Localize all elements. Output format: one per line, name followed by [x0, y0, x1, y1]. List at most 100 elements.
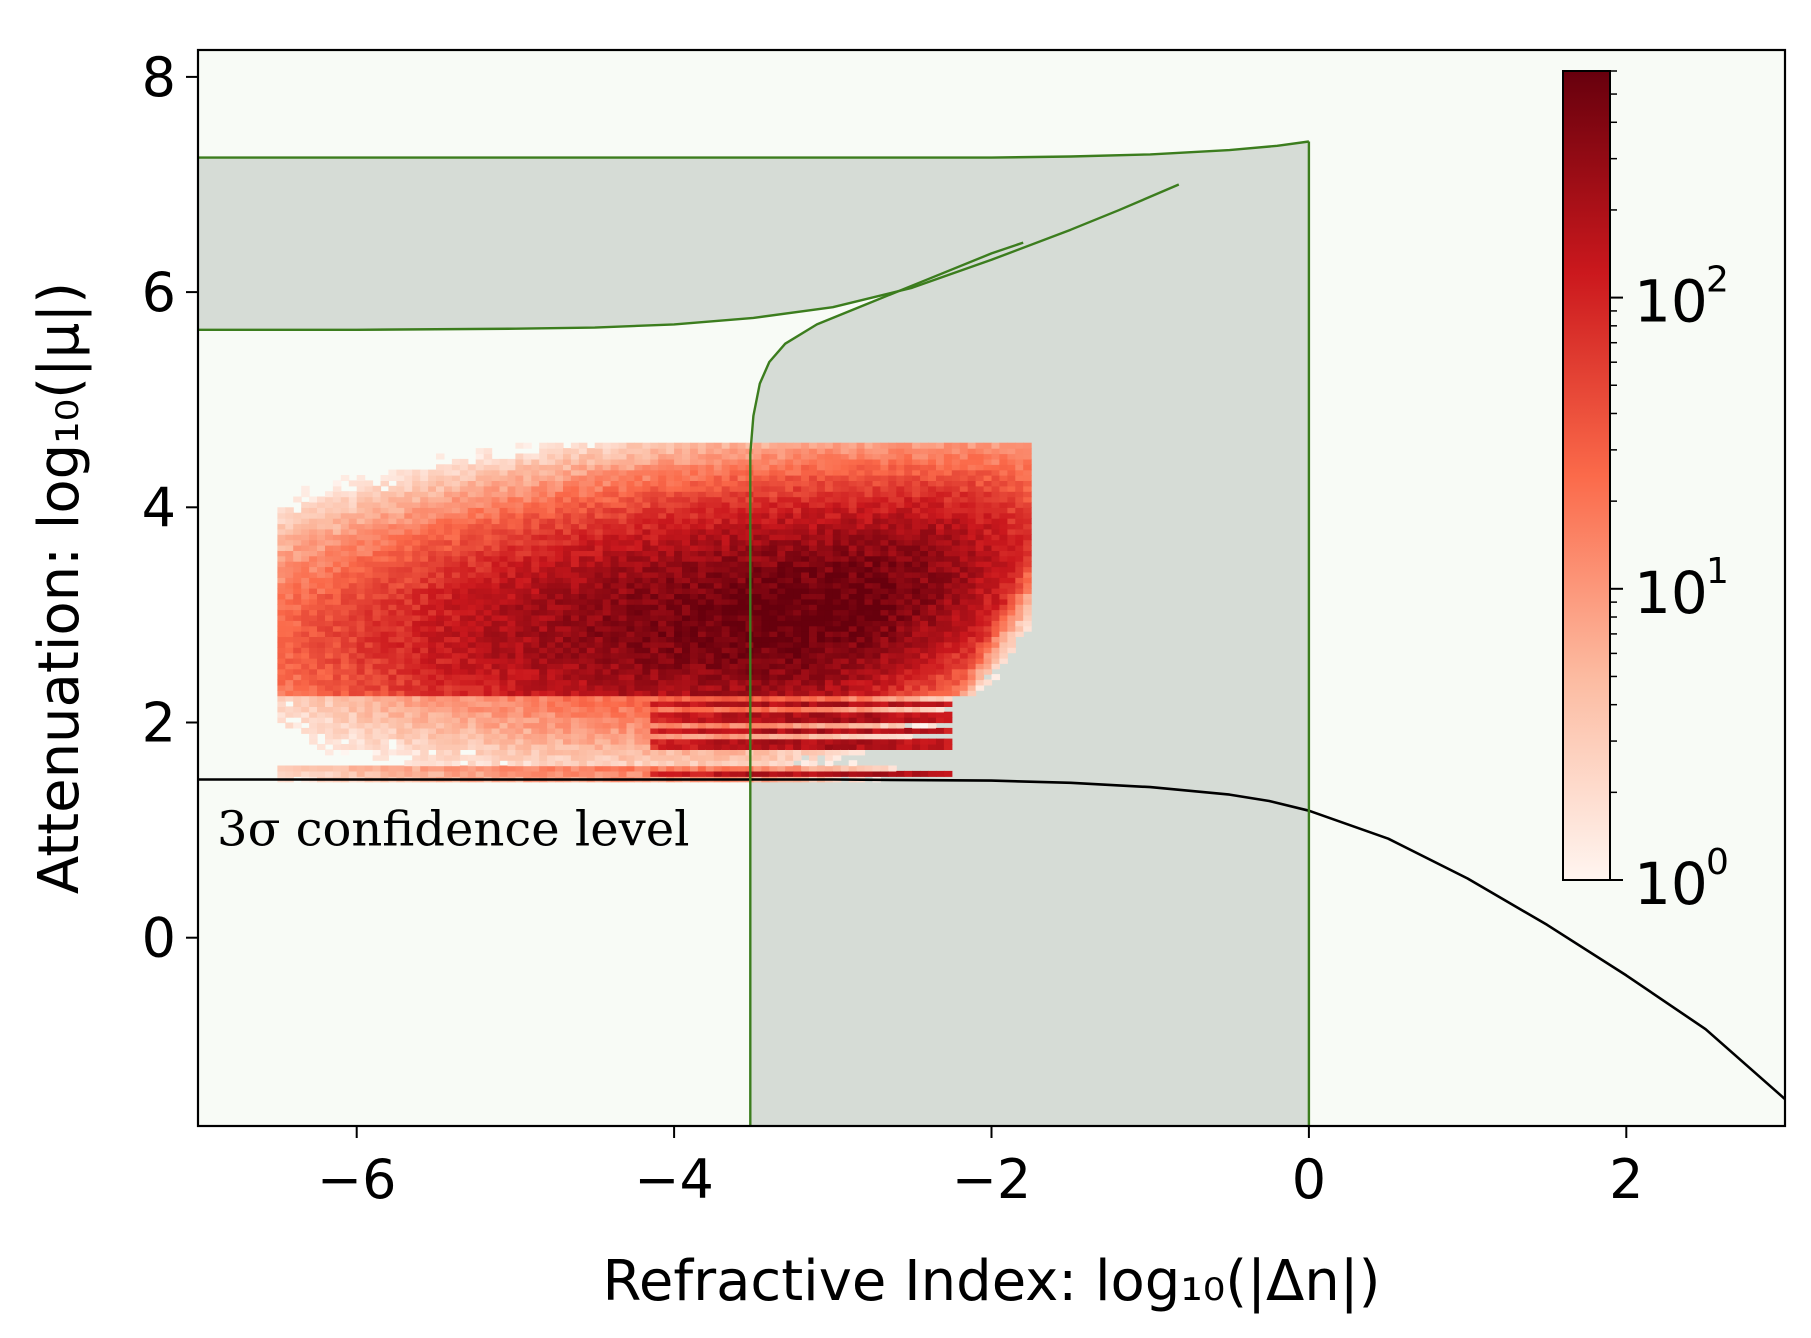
heatmap-cell: [697, 598, 707, 605]
heatmap-cell: [404, 496, 413, 503]
heatmap-cell: [348, 701, 358, 707]
heatmap-cell: [428, 539, 437, 546]
heatmap-cell: [277, 593, 286, 600]
heatmap-cell: [594, 464, 604, 471]
heatmap-cell: [404, 652, 413, 659]
heatmap-cell: [690, 625, 699, 632]
heatmap-cell: [713, 464, 723, 471]
heatmap-cell: [848, 668, 858, 675]
heatmap-cell: [777, 690, 786, 697]
heatmap-cell: [824, 604, 834, 611]
heatmap-cell: [650, 550, 659, 557]
heatmap-cell: [896, 695, 905, 702]
heatmap-cell: [364, 561, 374, 568]
heatmap-cell: [690, 668, 699, 675]
heatmap-cell: [586, 674, 596, 681]
heatmap-cell: [856, 647, 866, 654]
heatmap-cell: [467, 550, 477, 557]
heatmap-cell: [459, 485, 469, 492]
heatmap-cell: [459, 571, 469, 578]
heatmap-cell: [777, 491, 786, 498]
heatmap-cell: [888, 668, 897, 675]
heatmap-cell: [563, 674, 572, 681]
heatmap-cell: [563, 706, 572, 713]
heatmap-cell: [785, 545, 794, 551]
heatmap-cell: [602, 539, 612, 546]
heatmap-cell: [682, 534, 691, 541]
heatmap-cell: [364, 582, 374, 589]
heatmap-cell: [697, 647, 707, 654]
heatmap-cell: [618, 588, 628, 594]
heatmap-cell: [618, 448, 628, 455]
heatmap-cell: [824, 765, 834, 772]
heatmap-cell: [594, 469, 604, 476]
heatmap-cell: [531, 625, 540, 632]
heatmap-cell: [880, 717, 889, 724]
heatmap-cell: [816, 539, 826, 546]
heatmap-cell: [880, 496, 889, 503]
heatmap-cell: [507, 765, 516, 772]
heatmap-cell: [412, 690, 421, 697]
heatmap-cell: [277, 636, 286, 643]
heatmap-cell: [372, 657, 382, 664]
heatmap-cell: [332, 588, 342, 594]
heatmap-cell: [325, 550, 334, 557]
heatmap-cell: [682, 738, 691, 745]
heatmap-cell: [547, 571, 556, 578]
heatmap-cell: [682, 679, 691, 686]
heatmap-cell: [317, 518, 326, 525]
heatmap-cell: [523, 480, 532, 487]
heatmap-cell: [380, 679, 389, 686]
heatmap-cell: [372, 641, 382, 648]
heatmap-cell: [332, 674, 342, 681]
heatmap-cell: [293, 593, 302, 600]
heatmap-cell: [809, 512, 818, 519]
heatmap-cell: [317, 690, 326, 697]
heatmap-cell: [777, 604, 786, 611]
heatmap-cell: [824, 701, 834, 707]
heatmap-cell: [618, 523, 628, 530]
heatmap-cell: [896, 507, 905, 514]
heatmap-cell: [570, 695, 580, 702]
heatmap-cell: [451, 684, 461, 691]
heatmap-cell: [317, 507, 326, 514]
heatmap-cell: [793, 512, 802, 519]
heatmap-cell: [547, 738, 556, 745]
heatmap-cell: [507, 458, 516, 465]
heatmap-cell: [713, 744, 723, 750]
heatmap-cell: [388, 679, 397, 686]
heatmap-cell: [555, 588, 564, 594]
heatmap-cell: [309, 717, 318, 724]
heatmap-cell: [904, 496, 913, 503]
heatmap-cell: [912, 663, 921, 670]
heatmap-cell: [332, 717, 342, 724]
heatmap-cell: [769, 566, 778, 573]
heatmap-cell: [690, 695, 699, 702]
heatmap-cell: [690, 453, 699, 460]
heatmap-cell: [340, 496, 350, 503]
heatmap-cell: [618, 614, 628, 621]
heatmap-cell: [682, 706, 691, 713]
heatmap-cell: [364, 738, 374, 745]
heatmap-cell: [729, 475, 739, 481]
heatmap-cell: [483, 571, 493, 578]
heatmap-cell: [555, 641, 564, 648]
heatmap-cell: [356, 770, 366, 777]
heatmap-cell: [912, 496, 921, 503]
heatmap-cell: [824, 674, 834, 681]
heatmap-cell: [325, 641, 334, 648]
heatmap-cell: [658, 674, 667, 681]
heatmap-cell: [793, 507, 802, 514]
heatmap-cell: [904, 770, 913, 777]
heatmap-cell: [372, 744, 382, 750]
heatmap-cell: [848, 582, 858, 589]
heatmap-cell: [840, 657, 850, 664]
heatmap-cell: [880, 604, 889, 611]
heatmap-cell: [459, 593, 469, 600]
heatmap-cell: [515, 545, 524, 551]
heatmap-cell: [396, 695, 405, 702]
heatmap-cell: [697, 620, 707, 627]
heatmap-cell: [412, 491, 421, 498]
heatmap-cell: [515, 641, 524, 648]
heatmap-cell: [570, 566, 580, 573]
